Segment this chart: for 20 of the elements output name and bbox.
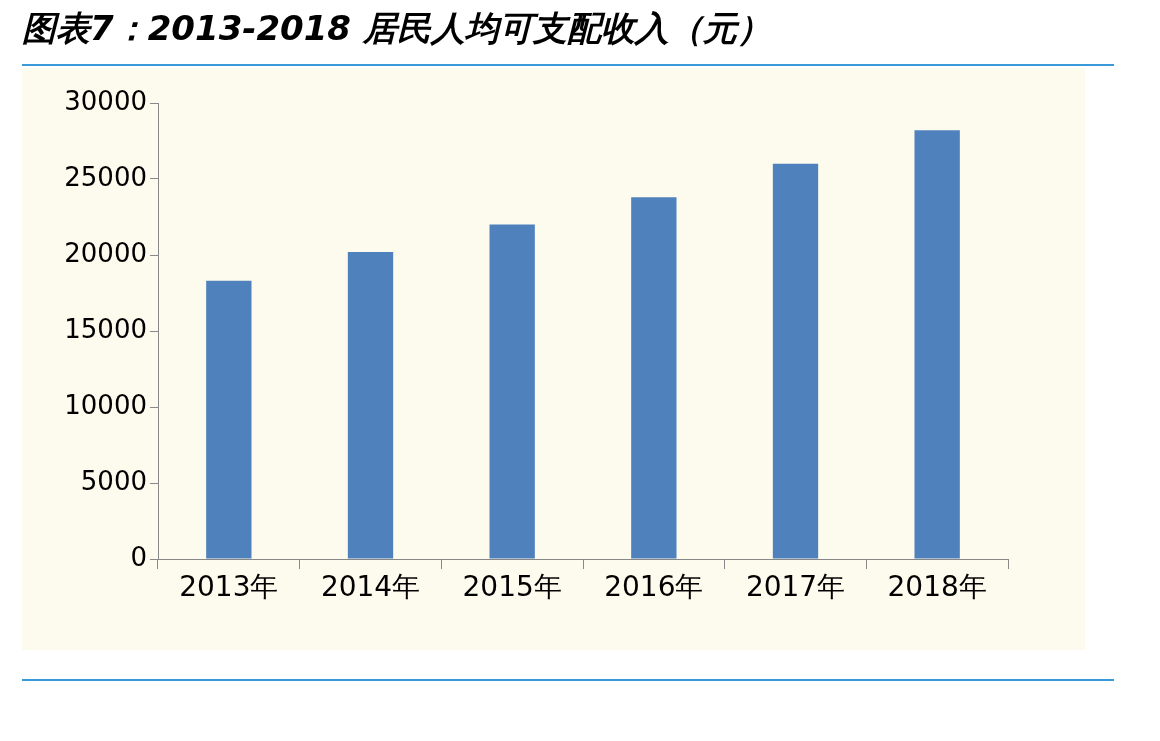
x-tick-label: 2013年 — [179, 570, 279, 604]
x-tick-label: 2018年 — [887, 570, 987, 604]
bar — [772, 163, 819, 559]
x-tick-label: 2014年 — [320, 570, 421, 604]
bar — [347, 251, 394, 559]
y-tick-label: 30000 — [64, 85, 147, 116]
x-tick-label: 2015年 — [462, 570, 562, 604]
x-tick-label: 2017年 — [745, 570, 846, 604]
y-tick-label: 5000 — [80, 465, 147, 496]
bar — [206, 280, 252, 559]
chart-title: 图表7：2013-2018 居民人均可支配收入（元） — [22, 7, 771, 50]
x-tick-label: 2016年 — [604, 570, 704, 604]
y-tick-label: 25000 — [64, 161, 147, 192]
bar — [914, 130, 960, 559]
bar — [489, 224, 535, 559]
y-tick-label: 0 — [130, 541, 147, 572]
bar — [631, 197, 677, 559]
y-tick-label: 20000 — [64, 237, 147, 268]
y-tick-label: 15000 — [64, 313, 147, 344]
y-tick-label: 10000 — [64, 389, 147, 420]
